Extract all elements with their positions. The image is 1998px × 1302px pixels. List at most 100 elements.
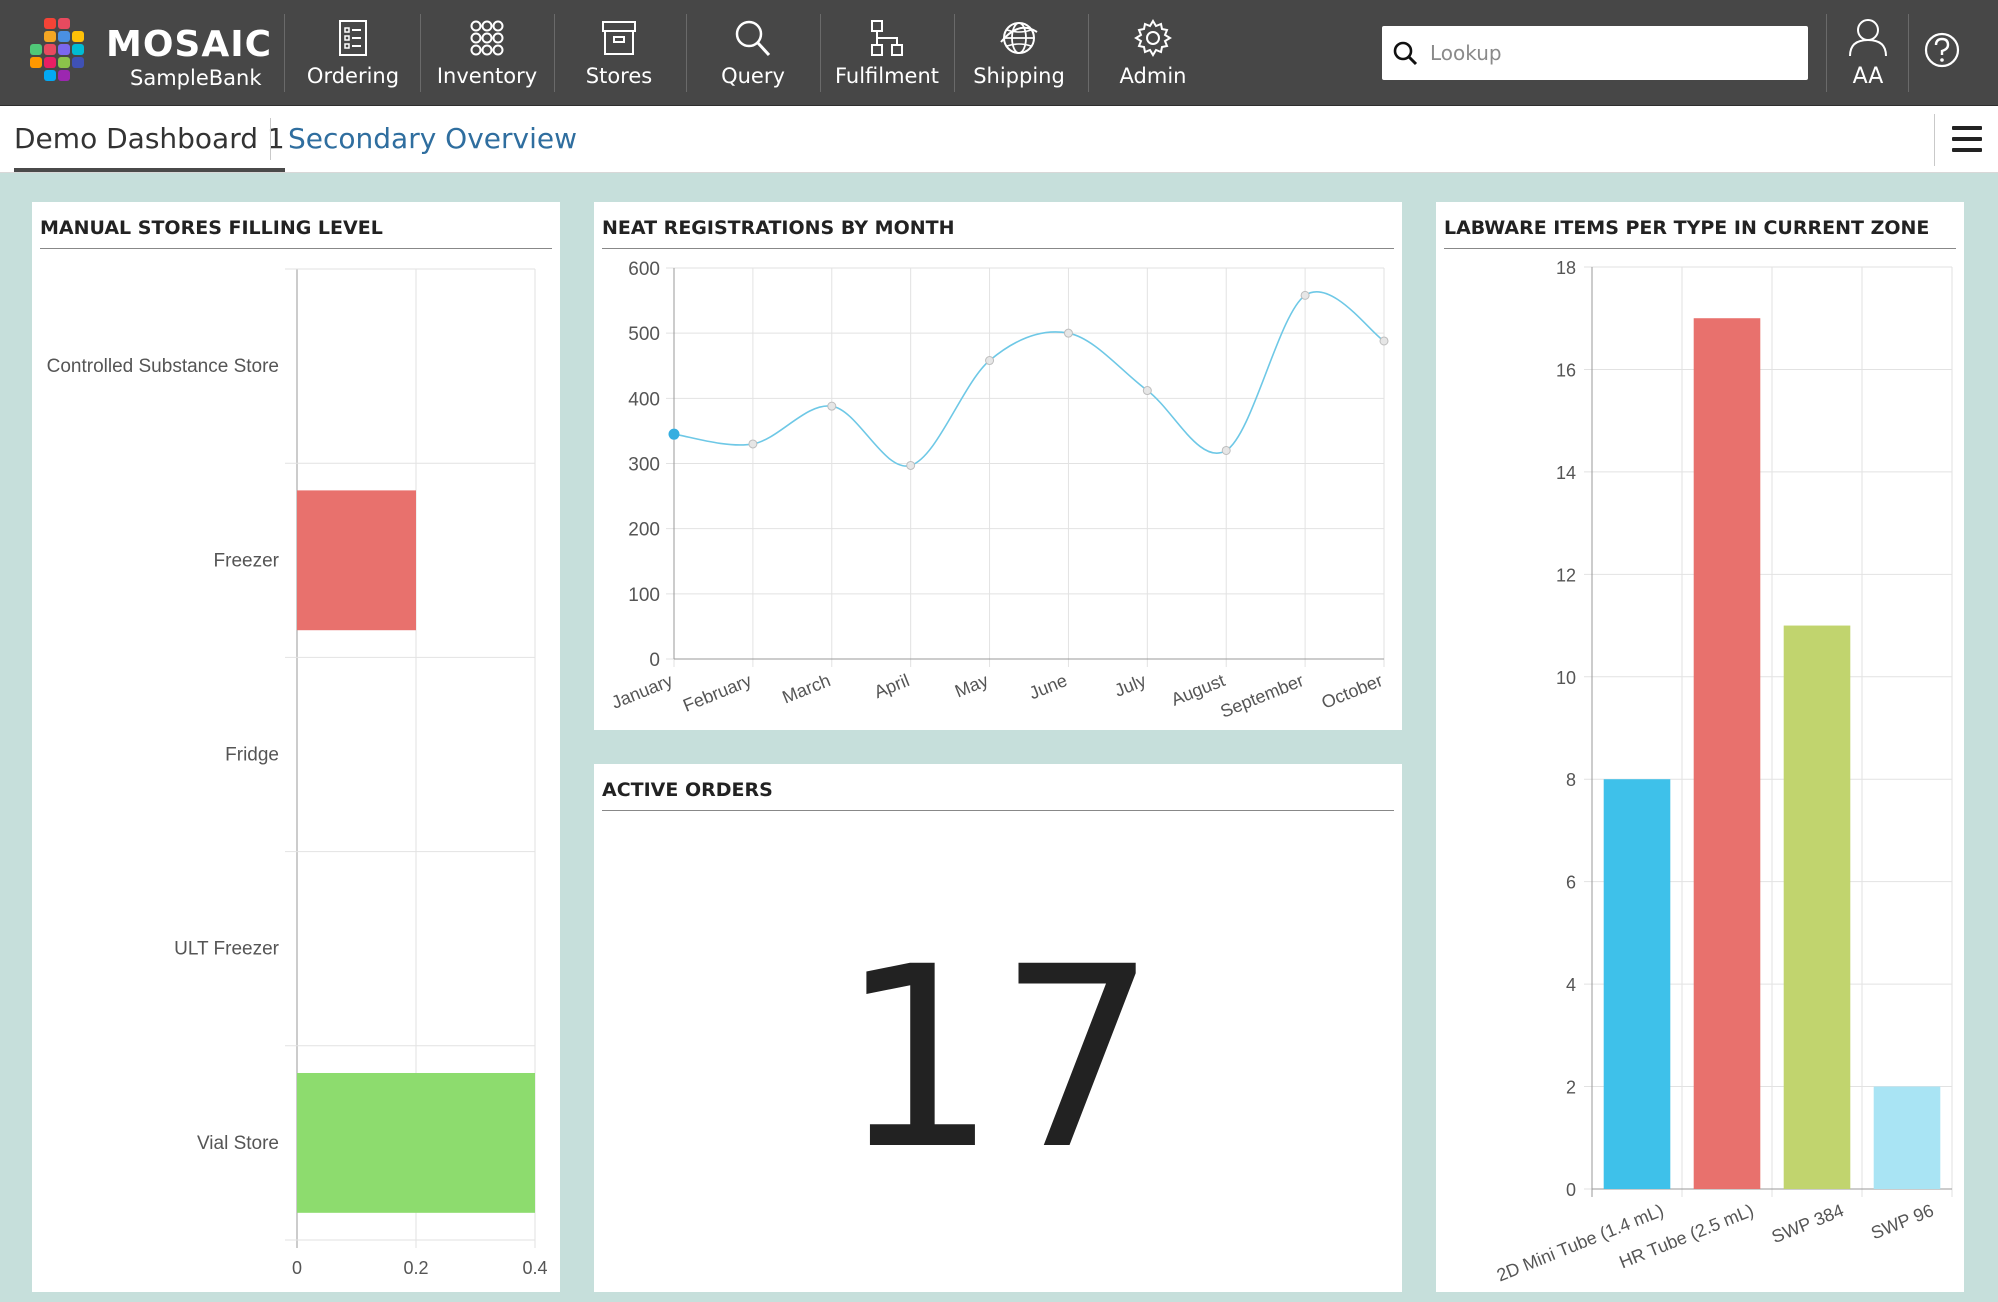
tab-separator bbox=[270, 118, 271, 160]
data-point-march bbox=[827, 401, 837, 411]
logo-tile bbox=[44, 44, 56, 55]
data-point-september bbox=[1300, 290, 1310, 300]
lookup-search-box bbox=[1382, 26, 1808, 80]
nav-item-shipping[interactable]: Shipping bbox=[960, 0, 1078, 105]
nav-separator bbox=[554, 14, 555, 92]
bar-2d-mini-tube-1-4-ml- bbox=[1603, 779, 1671, 1189]
nav-item-inventory[interactable]: Inventory bbox=[428, 0, 546, 105]
bar-vial-store bbox=[297, 1072, 535, 1213]
user-initials: AA bbox=[1852, 64, 1884, 89]
menu-separator bbox=[1934, 114, 1935, 166]
bar-swp-96 bbox=[1873, 1086, 1941, 1189]
top-navigation-bar: MOSAIC SampleBank Ordering Inventory bbox=[0, 0, 1998, 106]
y-tick-label: 500 bbox=[628, 324, 660, 345]
logo-tile bbox=[58, 18, 70, 29]
y-category-label: Fridge bbox=[225, 745, 279, 766]
nav-item-query[interactable]: Query bbox=[694, 0, 812, 105]
logo-tile bbox=[72, 31, 84, 42]
y-tick-label: 0 bbox=[649, 650, 660, 671]
x-tick-label: July bbox=[1112, 670, 1149, 701]
logo-tile bbox=[58, 31, 70, 42]
x-tick-label: April bbox=[871, 670, 912, 702]
nav-item-ordering[interactable]: Ordering bbox=[294, 0, 412, 105]
nav-separator bbox=[1088, 14, 1089, 92]
hierarchy-icon bbox=[871, 20, 903, 56]
y-tick-label: 100 bbox=[628, 585, 660, 606]
dashboard-tab-bar: Demo Dashboard 1 Secondary Overview bbox=[0, 106, 1998, 173]
gear-icon bbox=[1134, 19, 1172, 57]
x-tick-label: September bbox=[1217, 670, 1306, 722]
data-point-january bbox=[668, 428, 680, 440]
brand[interactable]: MOSAIC SampleBank bbox=[28, 16, 271, 92]
y-category-label: Freezer bbox=[214, 550, 280, 571]
brand-name: MOSAIC bbox=[106, 24, 273, 65]
nav-item-label: Fulfilment bbox=[834, 64, 940, 88]
bar-swp-384 bbox=[1783, 625, 1851, 1189]
panel-title: ACTIVE ORDERS bbox=[602, 772, 1394, 811]
user-icon bbox=[1849, 19, 1887, 57]
panel-title: NEAT REGISTRATIONS BY MONTH bbox=[602, 210, 1394, 249]
data-point-may bbox=[985, 356, 995, 366]
nav-item-admin[interactable]: Admin bbox=[1094, 0, 1212, 105]
nav-item-stores[interactable]: Stores bbox=[560, 0, 678, 105]
nav-separator bbox=[820, 14, 821, 92]
user-menu[interactable]: AA bbox=[1826, 0, 1910, 105]
data-point-august bbox=[1221, 445, 1231, 455]
search-icon bbox=[1393, 41, 1418, 66]
nav-item-label: Shipping bbox=[973, 64, 1065, 88]
logo-tile bbox=[72, 44, 84, 55]
active-orders-count: 17 bbox=[838, 913, 1158, 1204]
panel-title: LABWARE ITEMS PER TYPE IN CURRENT ZONE bbox=[1444, 210, 1956, 249]
logo-tile bbox=[44, 31, 56, 42]
mosaic-logo-icon bbox=[28, 16, 94, 84]
nav-separator bbox=[420, 14, 421, 92]
y-tick-label: 4 bbox=[1566, 975, 1576, 995]
nav-item-label: Stores bbox=[585, 64, 653, 88]
logo-tile bbox=[44, 70, 56, 81]
nav-item-label: Inventory bbox=[436, 64, 538, 88]
bar-hr-tube-2-5-ml- bbox=[1693, 318, 1761, 1189]
nav-separator bbox=[1826, 14, 1827, 92]
search-icon bbox=[735, 20, 771, 57]
logo-tile bbox=[58, 57, 70, 68]
hamburger-menu-icon[interactable] bbox=[1952, 126, 1982, 152]
data-point-april bbox=[906, 460, 916, 470]
brand-subtitle: SampleBank bbox=[130, 66, 262, 90]
nav-item-fulfilment[interactable]: Fulfilment bbox=[826, 0, 948, 105]
y-tick-label: 10 bbox=[1556, 668, 1576, 688]
help-icon[interactable] bbox=[1922, 30, 1962, 70]
x-tick-label: 0.4 bbox=[522, 1258, 547, 1278]
data-point-october bbox=[1379, 336, 1389, 346]
panel-manual-stores-filling-level: MANUAL STORES FILLING LEVEL 0 0.2 0.4 Contr… bbox=[32, 202, 560, 1292]
nav-separator bbox=[284, 14, 285, 92]
x-tick-label: May bbox=[952, 670, 991, 701]
lookup-input[interactable] bbox=[1428, 34, 1792, 72]
logo-tile bbox=[72, 57, 84, 68]
data-point-july bbox=[1142, 386, 1152, 396]
nav-item-label: Admin bbox=[1119, 64, 1187, 88]
panel-title: MANUAL STORES FILLING LEVEL bbox=[40, 210, 552, 249]
logo-tile bbox=[30, 57, 42, 68]
logo-tile bbox=[58, 44, 70, 55]
x-tick-label: March bbox=[779, 670, 833, 707]
tab-demo-dashboard-1[interactable]: Demo Dashboard 1 bbox=[14, 106, 285, 172]
x-tick-label: SWP 96 bbox=[1868, 1200, 1936, 1243]
x-tick-label: 0 bbox=[292, 1258, 302, 1278]
logo-tile bbox=[30, 44, 42, 55]
grid-dots-icon bbox=[470, 20, 504, 56]
data-point-february bbox=[748, 439, 758, 449]
series-line bbox=[673, 291, 1385, 467]
bar-freezer bbox=[297, 490, 416, 631]
y-tick-label: 300 bbox=[628, 455, 660, 476]
tab-secondary-overview[interactable]: Secondary Overview bbox=[288, 122, 578, 155]
y-tick-label: 8 bbox=[1566, 770, 1576, 790]
y-category-label: Vial Store bbox=[197, 1133, 279, 1154]
data-point-june bbox=[1063, 328, 1073, 338]
y-tick-label: 6 bbox=[1566, 873, 1576, 893]
registrations-line-chart: 0 100 200 300 400 500 600 January February March A… bbox=[609, 259, 1389, 722]
panel-neat-registrations: NEAT REGISTRATIONS BY MONTH 0 100 200 300 40… bbox=[594, 202, 1402, 730]
nav-separator bbox=[1908, 14, 1909, 92]
logo-tile bbox=[58, 70, 70, 81]
logo-tile bbox=[44, 57, 56, 68]
panel-active-orders: ACTIVE ORDERS 17 bbox=[594, 764, 1402, 1292]
